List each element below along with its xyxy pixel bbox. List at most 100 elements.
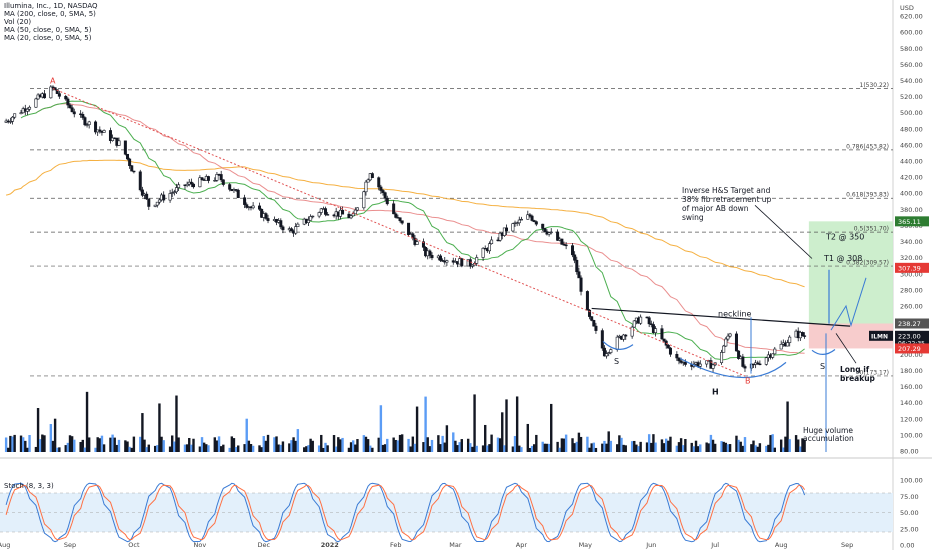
volume-bar bbox=[171, 435, 174, 452]
volume-bar bbox=[139, 436, 142, 452]
volume-bar bbox=[371, 447, 374, 452]
candle-body bbox=[622, 334, 626, 340]
candle-body bbox=[311, 215, 315, 218]
volume-bar bbox=[724, 442, 728, 452]
volume-bar bbox=[228, 447, 231, 452]
candle-body bbox=[341, 209, 345, 215]
candle-body bbox=[526, 214, 530, 220]
volume-bar bbox=[332, 435, 336, 452]
volume-bar bbox=[317, 445, 321, 452]
candle-body bbox=[19, 112, 23, 115]
volume-bar bbox=[530, 445, 534, 452]
candle-body bbox=[698, 363, 702, 367]
candle-body bbox=[413, 237, 417, 245]
volume-bar bbox=[515, 396, 519, 452]
candle-body bbox=[502, 227, 506, 236]
candle-body bbox=[108, 130, 112, 141]
candle-body bbox=[279, 220, 283, 228]
volume-bar bbox=[232, 438, 236, 452]
candle-body bbox=[660, 328, 664, 340]
candle-body bbox=[234, 189, 238, 191]
candle-body bbox=[475, 257, 479, 264]
volume-bar bbox=[709, 434, 713, 452]
volume-bar bbox=[145, 447, 148, 452]
candle-body bbox=[605, 353, 609, 357]
volume-bar bbox=[24, 440, 27, 452]
inverse-note-line: of major AB down bbox=[682, 204, 749, 213]
volume-bar bbox=[183, 444, 187, 452]
volume-bar bbox=[126, 441, 129, 452]
candle-body bbox=[756, 362, 760, 365]
volume-bar bbox=[758, 443, 762, 452]
volume-bar bbox=[650, 442, 653, 452]
volume-bar bbox=[662, 443, 666, 452]
candle-body bbox=[743, 366, 747, 369]
candle-body bbox=[379, 186, 383, 191]
volume-bar bbox=[528, 447, 532, 452]
volume-bar bbox=[115, 444, 119, 452]
candle-body bbox=[649, 323, 653, 325]
candle-body bbox=[213, 179, 217, 182]
volume-bar bbox=[616, 444, 619, 452]
candle-body bbox=[498, 232, 502, 241]
price-label-box bbox=[895, 262, 929, 273]
volume-bar bbox=[38, 439, 42, 452]
volume-bar bbox=[756, 446, 759, 452]
candle-body bbox=[66, 98, 70, 106]
candle-body bbox=[664, 340, 668, 346]
candle-body bbox=[594, 325, 598, 331]
volume-bar bbox=[243, 444, 246, 452]
y-tick-label: 140.00 bbox=[900, 399, 923, 407]
candle-body bbox=[639, 316, 643, 324]
candle-body bbox=[560, 238, 564, 245]
volume-bar bbox=[245, 418, 248, 452]
candle-body bbox=[168, 193, 172, 201]
candle-body bbox=[460, 258, 464, 267]
candle-body bbox=[362, 191, 366, 209]
volume-bar bbox=[696, 446, 700, 452]
volume-bar bbox=[43, 435, 46, 452]
price-label-box bbox=[895, 318, 929, 329]
volume-bar bbox=[503, 445, 506, 452]
volume-bar bbox=[560, 438, 564, 452]
candle-body bbox=[123, 140, 127, 155]
volume-bar bbox=[153, 445, 157, 452]
volume-bar bbox=[556, 441, 559, 452]
volume-bar bbox=[279, 444, 283, 452]
volume-bar bbox=[801, 438, 804, 452]
candle-body bbox=[519, 218, 523, 221]
candle-body bbox=[317, 212, 321, 217]
y-tick-label: 420.00 bbox=[900, 174, 923, 182]
volume-bar bbox=[535, 434, 538, 452]
volume-bar bbox=[679, 438, 683, 452]
x-tick-label: Oct bbox=[128, 541, 140, 549]
fib-level-label: 0.618(393.83) bbox=[846, 192, 889, 199]
volume-bar bbox=[654, 442, 657, 452]
legend-ma200: MA (200, close, 0, SMA, 5) bbox=[4, 10, 96, 18]
candle-body bbox=[709, 360, 713, 369]
candle-body bbox=[11, 116, 15, 122]
volume-bar bbox=[622, 444, 625, 452]
volume-bar bbox=[379, 405, 383, 452]
volume-bar bbox=[51, 440, 55, 452]
fib-level-label: 0.5(351.70) bbox=[854, 226, 889, 233]
volume-bar bbox=[411, 436, 415, 452]
candle-body bbox=[511, 223, 515, 232]
volume-bar bbox=[9, 435, 12, 452]
label-a: A bbox=[50, 77, 56, 86]
target-t2-label: T2 @ 350 bbox=[825, 233, 864, 242]
volume-bar bbox=[349, 442, 353, 452]
stoch-tick-label: 0.00 bbox=[900, 542, 914, 550]
stoch-d-line bbox=[5, 484, 806, 541]
volume-bar bbox=[64, 445, 67, 452]
candle-body bbox=[786, 342, 790, 347]
volume-bar bbox=[754, 445, 757, 452]
volume-bar bbox=[618, 435, 621, 452]
candle-body bbox=[490, 239, 494, 245]
volume-bar bbox=[767, 444, 770, 452]
candle-body bbox=[266, 218, 270, 221]
volume-bar bbox=[369, 445, 372, 452]
candle-body bbox=[245, 204, 249, 208]
price-label-text: 365.11 bbox=[898, 218, 921, 226]
